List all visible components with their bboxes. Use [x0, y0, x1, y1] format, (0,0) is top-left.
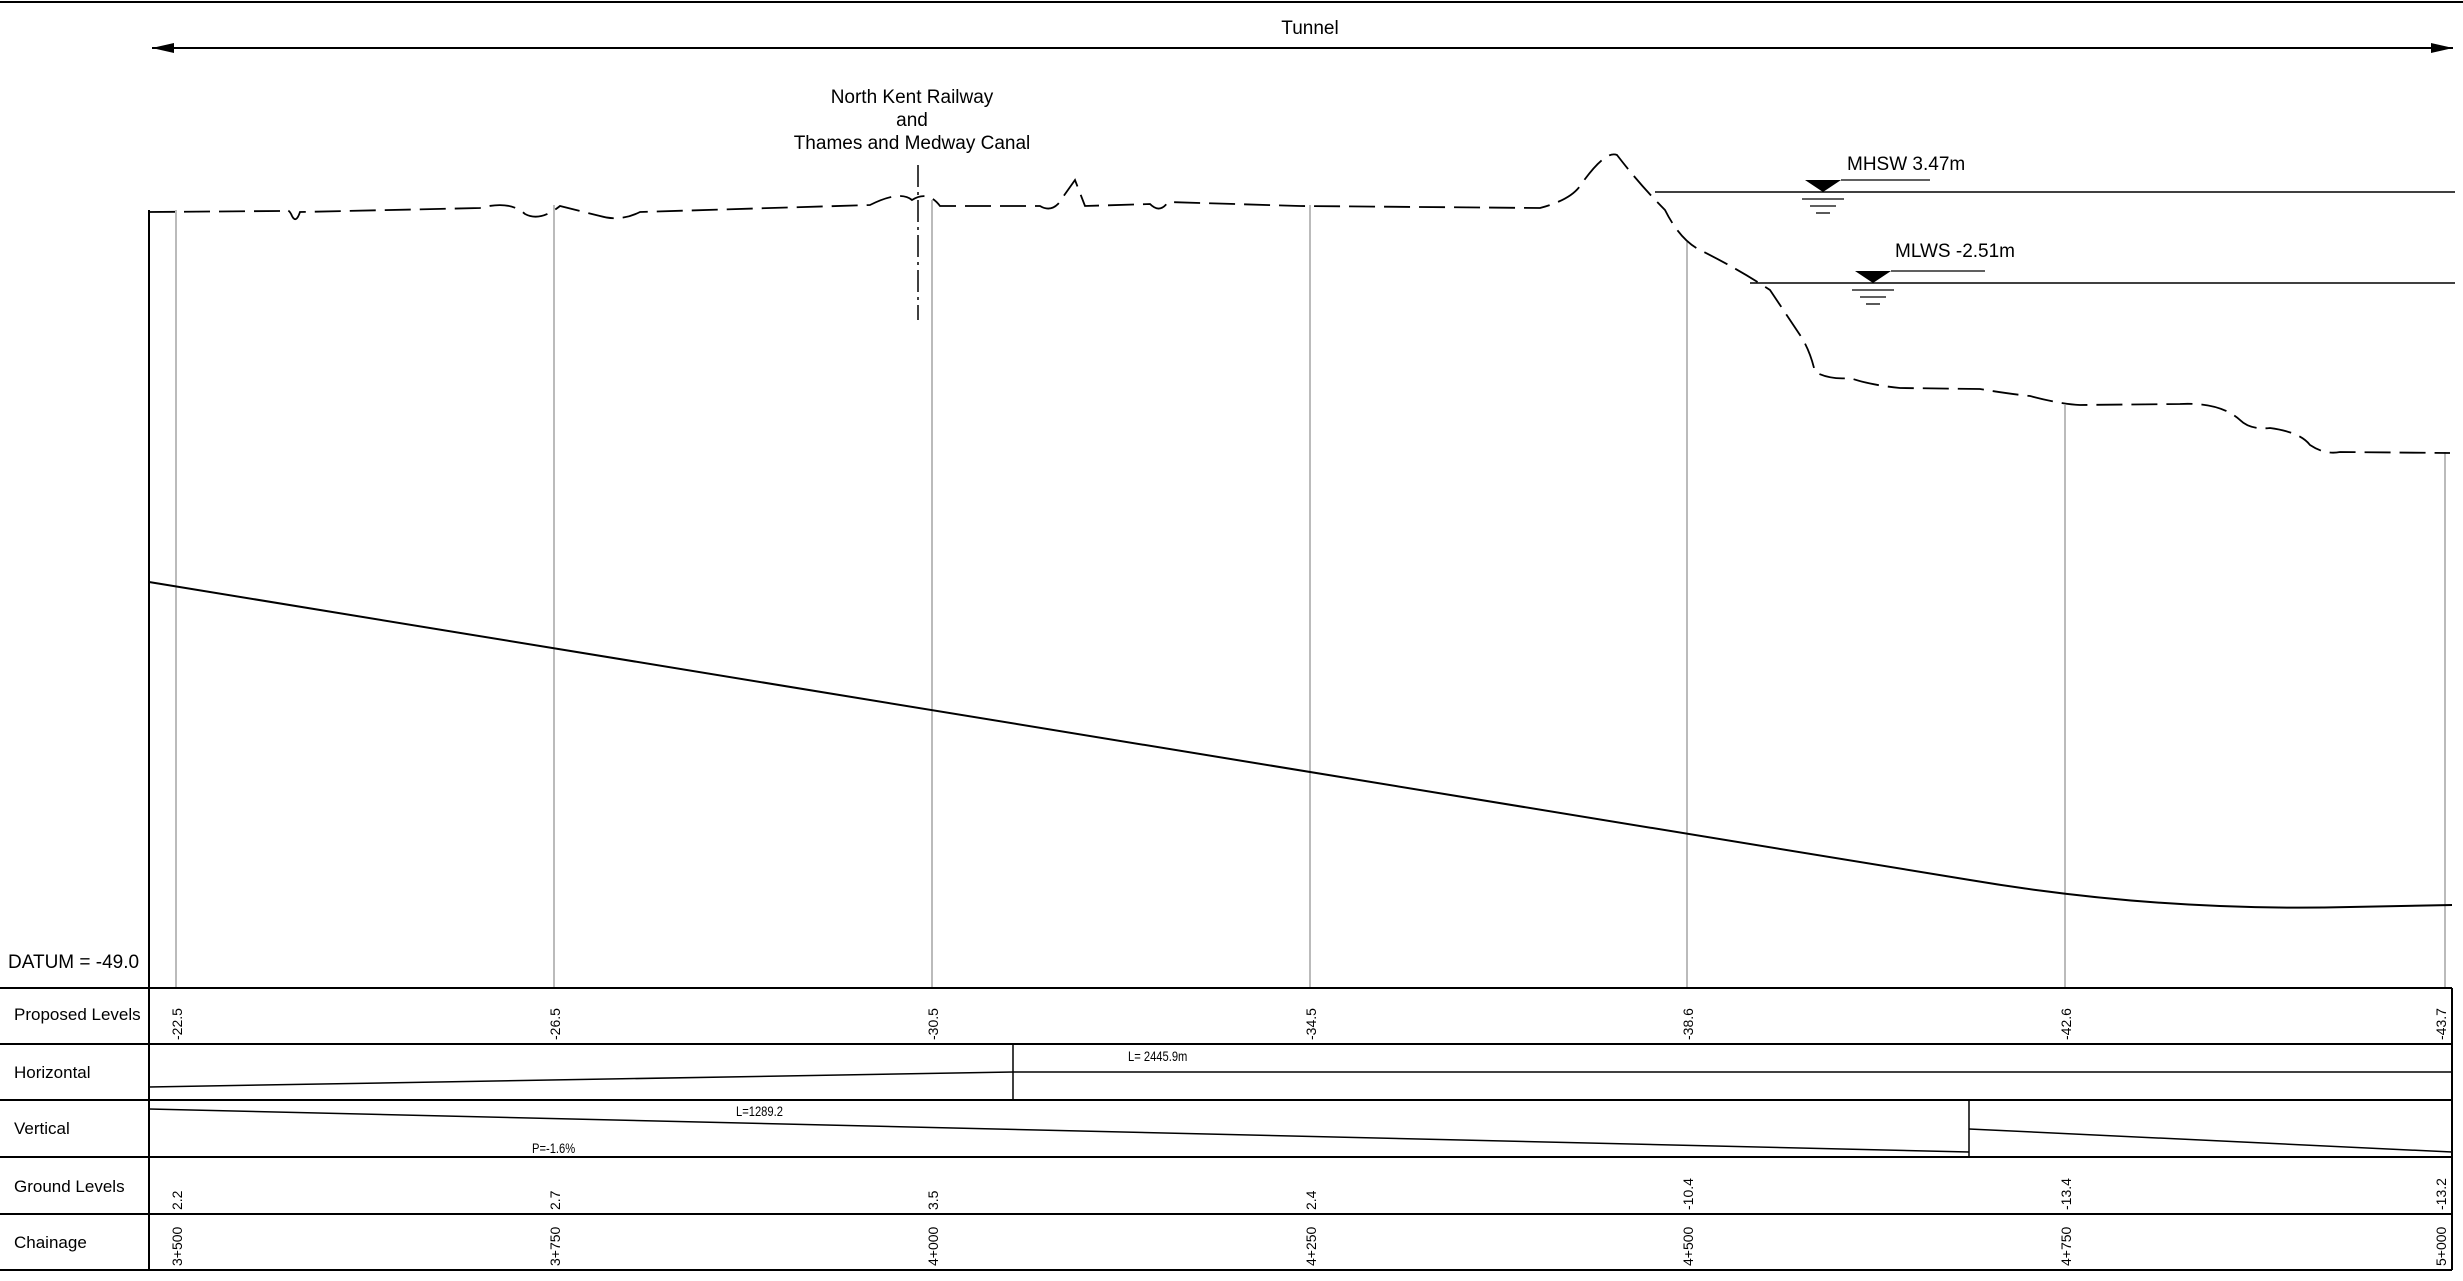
proposed-alignment-line — [148, 581, 2453, 909]
chainage-value: 5+000 — [2433, 1226, 2449, 1266]
chainage-value: 4+750 — [2058, 1226, 2074, 1266]
ground-level-value: -13.2 — [2433, 1178, 2449, 1210]
chainage-value: 4+000 — [925, 1226, 941, 1266]
horizontal-alignment-diagram — [148, 1044, 2452, 1100]
proposed-level-value: -26.5 — [547, 1008, 563, 1040]
ground-level-value: 2.4 — [1303, 1190, 1319, 1210]
ground-level-value: 3.5 — [925, 1190, 941, 1210]
vertical-alignment-diagram — [148, 1100, 2453, 1157]
crossing-label-line-3: Thames and Medway Canal — [794, 133, 1031, 154]
ground-level-value: -13.4 — [2058, 1178, 2074, 1210]
proposed-level-value: -42.6 — [2058, 1008, 2074, 1040]
proposed-level-value: -34.5 — [1303, 1008, 1319, 1040]
chainage-value: 4+250 — [1303, 1226, 1319, 1266]
ground-level-value: 2.2 — [169, 1190, 185, 1210]
gradient-label: P=-1.6% — [532, 1141, 575, 1156]
proposed-level-value: -38.6 — [1680, 1008, 1696, 1040]
tunnel-label: Tunnel — [1281, 18, 1338, 39]
vertical-length-label: L=1289.2 — [736, 1104, 783, 1119]
horizontal-length-label: L= 2445.9m — [1128, 1049, 1187, 1064]
station-values: -22.5 -26.5 -30.5 -34.5 -38.6 -42.6 -43.… — [169, 1008, 2449, 1266]
ground-level-value: -10.4 — [1680, 1178, 1696, 1210]
proposed-level-value: -22.5 — [169, 1008, 185, 1040]
mlws-label: MLWS -2.51m — [1895, 241, 2015, 262]
ground-level-value: 2.7 — [547, 1190, 563, 1210]
crossing-label-line-1: North Kent Railway — [831, 87, 994, 108]
row-header-ground-levels: Ground Levels — [14, 1177, 125, 1196]
row-header-chainage: Chainage — [14, 1233, 87, 1252]
row-header-horizontal: Horizontal — [14, 1063, 91, 1082]
datum-label: DATUM = -49.0 — [8, 952, 139, 973]
chainage-value: 3+500 — [169, 1226, 185, 1266]
proposed-level-value: -43.7 — [2433, 1008, 2449, 1040]
data-table — [0, 987, 2453, 1271]
crossing-label-line-2: and — [896, 110, 928, 131]
mlws-marker-icon — [1855, 271, 1891, 283]
mhsw-label: MHSW 3.47m — [1847, 154, 1965, 175]
row-header-vertical: Vertical — [14, 1119, 70, 1138]
proposed-level-value: -30.5 — [925, 1008, 941, 1040]
chainage-value: 4+500 — [1680, 1226, 1696, 1266]
station-gridlines — [175, 200, 2446, 988]
ground-profile-line — [148, 153, 2451, 454]
mhsw-marker-icon — [1805, 180, 1841, 192]
row-header-proposed-levels: Proposed Levels — [14, 1005, 141, 1024]
chainage-value: 3+750 — [547, 1226, 563, 1266]
